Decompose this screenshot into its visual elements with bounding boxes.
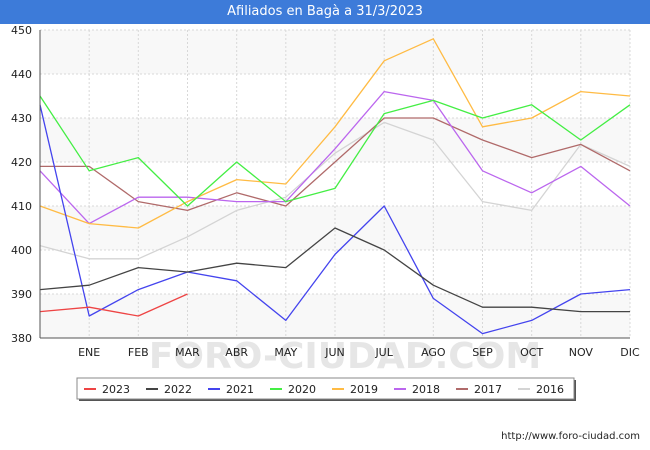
series-line-2016 [39, 121, 631, 260]
x-tick-label: AGO [421, 346, 446, 359]
y-tick-label: 380 [11, 332, 32, 345]
x-tick-label: NOV [569, 346, 594, 359]
y-tick-label: 440 [11, 68, 32, 81]
x-tick-labels: ENE FEB MAR ABR MAY JUN JUL AGO SEP OCT NOV DIC [78, 346, 640, 359]
x-tick-label: ABR [225, 346, 248, 359]
legend-label-2021: 2021 [226, 383, 254, 396]
legend-label-2016: 2016 [536, 383, 564, 396]
footer-url: http://www.foro-ciudad.com [501, 431, 640, 442]
legend-box [76, 377, 575, 400]
x-tick-label: MAY [274, 346, 297, 359]
grid-lines [40, 29, 631, 339]
legend-label-2020: 2020 [288, 383, 316, 396]
x-tick-label: MAR [175, 346, 200, 359]
y-tick-label: 400 [11, 244, 32, 257]
series-lines [39, 38, 631, 335]
x-tick-label: SEP [472, 346, 493, 359]
series-line-2018 [39, 90, 631, 225]
watermark-text: FORO-CIUDAD.COM [149, 336, 541, 377]
series-line-2020 [39, 95, 631, 207]
x-tick-label: ENE [78, 346, 100, 359]
y-tick-label: 450 [11, 24, 32, 37]
legend-label-2022: 2022 [164, 383, 192, 396]
series-line-2021 [39, 104, 631, 335]
y-tick-labels: 380 390 400 410 420 430 440 450 [11, 24, 32, 345]
series-line-2022 [39, 227, 630, 313]
legend-label-2019: 2019 [350, 383, 378, 396]
y-tick-label: 390 [11, 288, 32, 301]
y-tick-label: 410 [11, 200, 32, 213]
series-line-2017 [40, 117, 631, 212]
legend-items: 2023 2022 2021 2020 2019 2018 2017 2016 [84, 383, 564, 396]
y-tick-label: 420 [11, 156, 32, 169]
series-line-2023 [39, 293, 188, 317]
legend: 2023 2022 2021 2020 2019 2018 2017 2016 [76, 377, 576, 401]
x-tick-label: FEB [128, 346, 149, 359]
legend-label-2017: 2017 [474, 383, 502, 396]
x-tick-label: DIC [620, 346, 640, 359]
legend-label-2018: 2018 [412, 383, 440, 396]
x-tick-label: OCT [520, 346, 543, 359]
x-tick-label: JUN [324, 346, 345, 359]
legend-label-2023: 2023 [102, 383, 130, 396]
x-tick-label: JUL [374, 346, 393, 359]
series-line-2019 [39, 38, 631, 229]
y-tick-label: 430 [11, 112, 32, 125]
chart-title: Afiliados en Bagà a 31/3/2023 [0, 0, 650, 24]
